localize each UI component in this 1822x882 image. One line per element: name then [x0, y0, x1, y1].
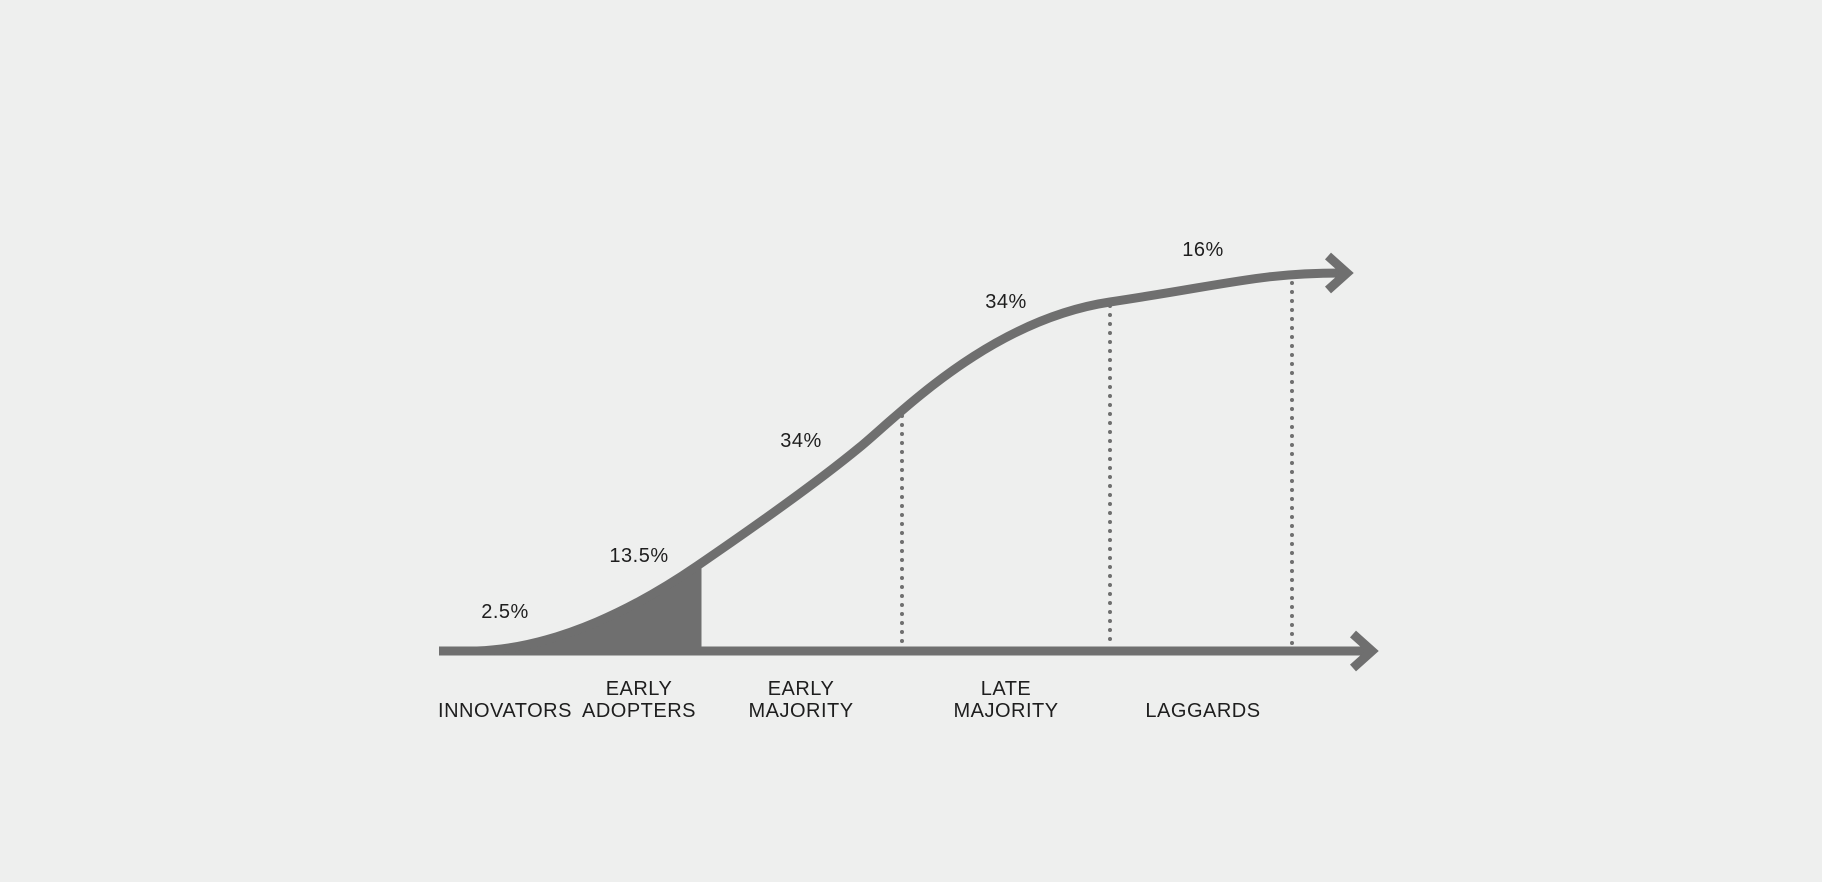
adoption-curve: [476, 268, 1343, 656]
segment-label: LATE: [981, 678, 1032, 700]
segment-label: LAGGARDS: [1145, 700, 1260, 722]
segment-label: MAJORITY: [953, 700, 1058, 722]
percent-label: 34%: [985, 291, 1027, 313]
curve-arrowhead: [1324, 252, 1354, 294]
percent-label: 2.5%: [481, 601, 529, 623]
percent-label: 34%: [780, 430, 822, 452]
segment-label: ADOPTERS: [582, 700, 696, 722]
percent-label: 13.5%: [609, 545, 668, 567]
segment-label: EARLY: [768, 678, 835, 700]
early-adopters-area: [477, 566, 697, 651]
segment-label: EARLY: [606, 678, 673, 700]
axis-arrowhead: [1349, 630, 1379, 672]
segment-label: INNOVATORS: [438, 700, 572, 722]
percent-label: 16%: [1182, 239, 1224, 261]
segment-label: MAJORITY: [748, 700, 853, 722]
